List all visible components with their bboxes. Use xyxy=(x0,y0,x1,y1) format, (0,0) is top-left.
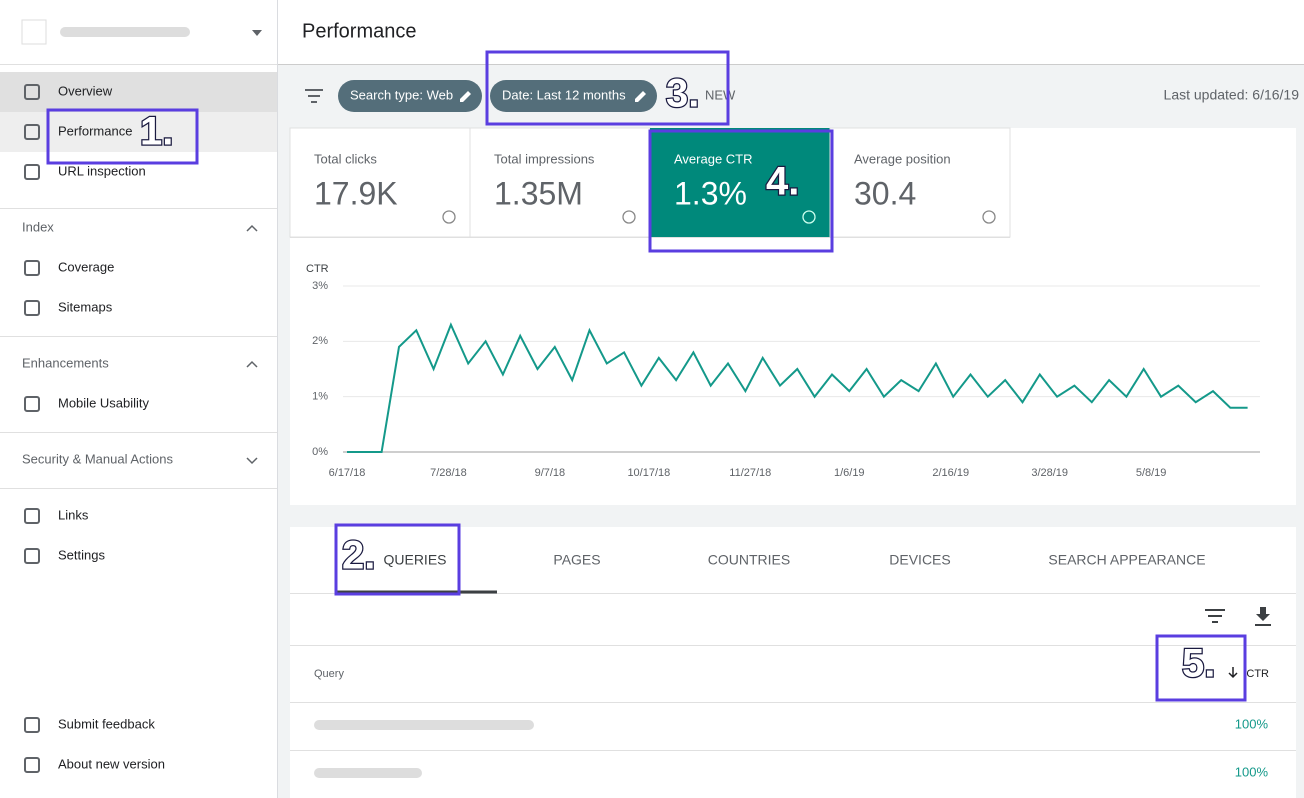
annotation-number: 2. xyxy=(342,534,375,578)
x-tick-label: 3/28/19 xyxy=(1031,467,1068,479)
nav-item[interactable]: Settings xyxy=(58,547,105,562)
edit-icon xyxy=(635,91,646,102)
annotation-number: 3. xyxy=(666,72,699,116)
new-button[interactable]: NEW xyxy=(705,87,736,102)
metric-tile[interactable] xyxy=(289,127,471,238)
section-title[interactable]: Index xyxy=(22,219,54,234)
tab[interactable]: QUERIES xyxy=(383,552,446,568)
nav-icon xyxy=(24,84,40,100)
metric-tile[interactable] xyxy=(650,128,830,237)
annotation-number: 1. xyxy=(140,110,173,154)
help-icon xyxy=(802,210,816,224)
annotation-box xyxy=(485,50,730,126)
nav-icon xyxy=(24,548,40,564)
nav-item[interactable]: Overview xyxy=(58,83,113,98)
y-tick-label: 3% xyxy=(312,280,328,292)
tab[interactable]: PAGES xyxy=(553,552,600,568)
nav-item[interactable]: Coverage xyxy=(58,259,114,274)
query-blurred xyxy=(314,720,534,730)
metric-value: 1.3% xyxy=(674,175,747,211)
query-blurred xyxy=(314,768,422,778)
header xyxy=(278,0,1304,64)
help-icon xyxy=(442,210,456,224)
filter-chip[interactable] xyxy=(490,80,657,112)
nav-icon xyxy=(24,717,40,733)
metric-label: Average position xyxy=(854,151,951,166)
nav-item[interactable]: Submit feedback xyxy=(58,716,155,731)
site-logo xyxy=(21,19,47,45)
help-icon xyxy=(622,210,636,224)
annotation-box xyxy=(46,108,199,165)
x-tick-label: 11/27/18 xyxy=(729,467,771,479)
metric-value: 17.9K xyxy=(314,175,398,211)
y-axis-label: CTR xyxy=(306,263,329,275)
column-header[interactable]: CTR xyxy=(1246,668,1269,680)
column-header: Query xyxy=(314,668,344,680)
x-tick-label: 5/8/19 xyxy=(1136,467,1167,479)
nav-icon xyxy=(24,124,40,140)
x-tick-label: 9/7/18 xyxy=(535,467,566,479)
tab[interactable]: COUNTRIES xyxy=(708,552,790,568)
dynamic-content: Overview Performance URL inspection Index Co… xyxy=(0,83,1260,773)
chevron xyxy=(246,360,258,368)
nav-item[interactable]: Sitemaps xyxy=(58,299,113,314)
chevron xyxy=(246,224,258,232)
nav-icon xyxy=(24,260,40,276)
nav-selected xyxy=(0,72,277,112)
x-tick-label: 7/28/18 xyxy=(430,467,467,479)
filter-icon[interactable] xyxy=(305,89,323,103)
nav-item[interactable]: Mobile Usability xyxy=(58,395,150,410)
annotation-box xyxy=(334,523,461,596)
ctr-cell: 100% xyxy=(1235,716,1269,731)
y-tick-label: 2% xyxy=(312,335,328,347)
nav-icon xyxy=(24,164,40,180)
nav-item[interactable]: URL inspection xyxy=(58,163,146,178)
edit-icon xyxy=(460,91,471,102)
x-tick-label: 2/16/19 xyxy=(932,467,969,479)
chip-label: Date: Last 12 months xyxy=(502,87,626,102)
filter-chip[interactable] xyxy=(338,80,482,112)
y-tick-label: 1% xyxy=(312,391,328,403)
annotation-box xyxy=(648,129,834,253)
ctr-cell: 100% xyxy=(1235,764,1269,779)
chip-label: Search type: Web xyxy=(350,87,453,102)
section-title[interactable]: Security & Manual Actions xyxy=(22,451,174,466)
metric-value: 30.4 xyxy=(854,175,916,211)
chevron xyxy=(246,457,258,465)
page-title: Performance xyxy=(302,20,417,42)
nav-item[interactable]: Performance xyxy=(58,123,132,138)
annotation-box xyxy=(1155,634,1247,702)
metric-tile[interactable] xyxy=(469,127,651,238)
nav-item[interactable]: Links xyxy=(58,507,89,522)
metric-label: Total clicks xyxy=(314,151,377,166)
metric-label: Total impressions xyxy=(494,151,595,166)
x-tick-label: 1/6/19 xyxy=(834,467,865,479)
last-updated: Last updated: 6/16/19 xyxy=(1164,87,1300,103)
ctr-line xyxy=(347,322,1248,453)
site-url-blurred xyxy=(60,27,190,37)
metric-tile[interactable] xyxy=(829,127,1011,238)
table-filter-icon[interactable] xyxy=(1205,609,1225,623)
metric-label: Average CTR xyxy=(674,151,753,166)
nav-icon xyxy=(24,396,40,412)
sort-arrow xyxy=(1228,667,1238,679)
nav-hover xyxy=(0,112,277,152)
help-icon xyxy=(982,210,996,224)
tab[interactable]: SEARCH APPEARANCE xyxy=(1048,552,1205,568)
annotation-number: 4. xyxy=(766,160,799,204)
metric-value: 1.35M xyxy=(494,175,583,211)
site-dropdown[interactable] xyxy=(252,30,262,36)
nav-item[interactable]: About new version xyxy=(58,756,165,771)
y-tick-label: 0% xyxy=(312,446,328,458)
nav-icon xyxy=(24,757,40,773)
x-tick-label: 10/17/18 xyxy=(627,467,670,479)
section-title[interactable]: Enhancements xyxy=(22,355,109,370)
nav-icon xyxy=(24,300,40,316)
download-icon[interactable] xyxy=(1255,607,1271,626)
x-tick-label: 6/17/18 xyxy=(329,467,366,479)
annotation-number: 5. xyxy=(1182,642,1215,686)
nav-icon xyxy=(24,508,40,524)
tab[interactable]: DEVICES xyxy=(889,552,950,568)
